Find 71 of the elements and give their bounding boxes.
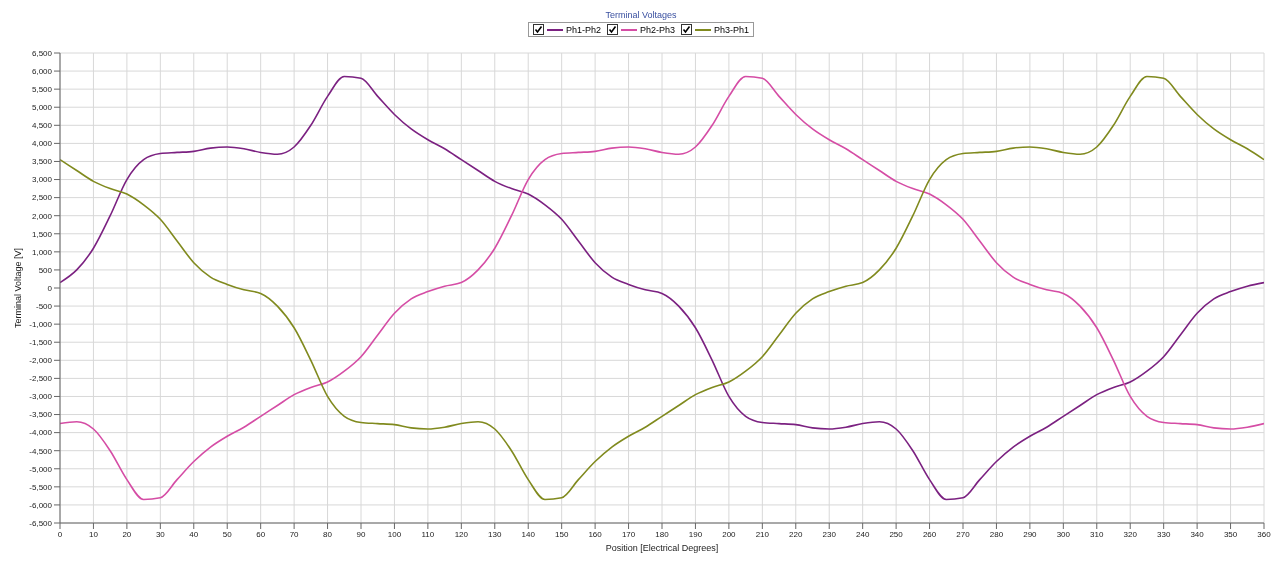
x-tick-label: 30 [155, 529, 166, 539]
y-tick-label: 2,000 [31, 211, 53, 221]
y-tick-label: 5,000 [31, 103, 53, 113]
x-tick-label: 360 [1257, 529, 1272, 539]
y-tick-label: 6,000 [31, 66, 53, 76]
x-tick-label: 350 [1223, 529, 1238, 539]
x-tick-label: 110 [421, 529, 435, 539]
x-tick-label: 310 [1090, 529, 1104, 539]
x-tick-label: 150 [554, 529, 569, 539]
x-tick-label: 20 [122, 529, 132, 539]
x-tick-label: 0 [57, 529, 63, 539]
y-tick-label: -4,000 [29, 428, 53, 438]
y-tick-label: 1,000 [31, 247, 53, 257]
x-tick-label: 230 [822, 529, 837, 539]
y-tick-label: -6,000 [29, 500, 53, 510]
x-tick-label: 120 [454, 529, 469, 539]
y-tick-label: -2,000 [29, 356, 53, 366]
y-tick-label: -3,000 [29, 392, 53, 402]
x-tick-label: 140 [521, 529, 536, 539]
y-axis-title: Terminal Voltage [V] [13, 247, 24, 329]
y-tick-label: 500 [38, 265, 53, 275]
y-tick-label: -1,000 [29, 319, 53, 329]
x-tick-label: 340 [1190, 529, 1205, 539]
y-tick-label: 3,500 [31, 157, 53, 167]
x-tick-label: 40 [189, 529, 199, 539]
x-axis-title: Position [Electrical Degrees] [605, 543, 719, 553]
x-tick-label: 280 [989, 529, 1004, 539]
y-tick-label: -5,500 [29, 482, 53, 492]
x-tick-label: 190 [688, 529, 703, 539]
y-tick-label: -6,500 [29, 518, 53, 528]
x-tick-label: 290 [1023, 529, 1038, 539]
legend-label: Ph3-Ph1 [714, 24, 750, 35]
x-tick-label: 180 [655, 529, 670, 539]
x-tick-label: 270 [956, 529, 971, 539]
x-tick-label: 240 [855, 529, 870, 539]
x-tick-label: 100 [387, 529, 402, 539]
x-tick-label: 210 [755, 529, 770, 539]
x-tick-label: 200 [722, 529, 737, 539]
x-tick-label: 330 [1156, 529, 1171, 539]
x-tick-label: 60 [256, 529, 266, 539]
y-tick-label: -500 [35, 301, 53, 311]
x-tick-label: 300 [1056, 529, 1071, 539]
x-tick-label: 70 [289, 529, 300, 539]
y-tick-label: 4,500 [31, 121, 53, 131]
legend-label: Ph1-Ph2 [565, 24, 601, 35]
x-tick-label: 80 [323, 529, 333, 539]
y-tick-label: -4,500 [29, 446, 53, 456]
y-tick-label: -3,500 [29, 410, 53, 420]
x-tick-label: 220 [789, 529, 803, 539]
x-tick-label: 10 [88, 529, 99, 539]
x-tick-label: 320 [1123, 529, 1138, 539]
x-tick-label: 160 [588, 529, 603, 539]
y-tick-label: 1,500 [31, 229, 53, 239]
x-tick-label: 250 [889, 529, 904, 539]
y-tick-label: -5,000 [29, 464, 53, 474]
y-tick-label: -1,500 [29, 338, 53, 348]
y-tick-label: 2,500 [31, 193, 53, 203]
y-tick-label: -2,500 [29, 374, 53, 384]
x-tick-label: 260 [922, 529, 937, 539]
x-tick-label: 170 [621, 529, 636, 539]
chart-title: Terminal Voltages [604, 9, 678, 20]
y-tick-label: 0 [47, 283, 53, 293]
y-tick-label: 5,500 [31, 84, 53, 94]
x-tick-label: 90 [356, 529, 366, 539]
y-tick-label: 6,500 [31, 48, 53, 58]
x-tick-label: 130 [488, 529, 502, 539]
y-tick-label: 3,000 [31, 175, 53, 185]
legend-label: Ph2-Ph3 [639, 24, 676, 35]
x-tick-label: 50 [222, 529, 233, 539]
y-tick-label: 4,000 [31, 139, 53, 149]
line-series [60, 75, 1264, 501]
